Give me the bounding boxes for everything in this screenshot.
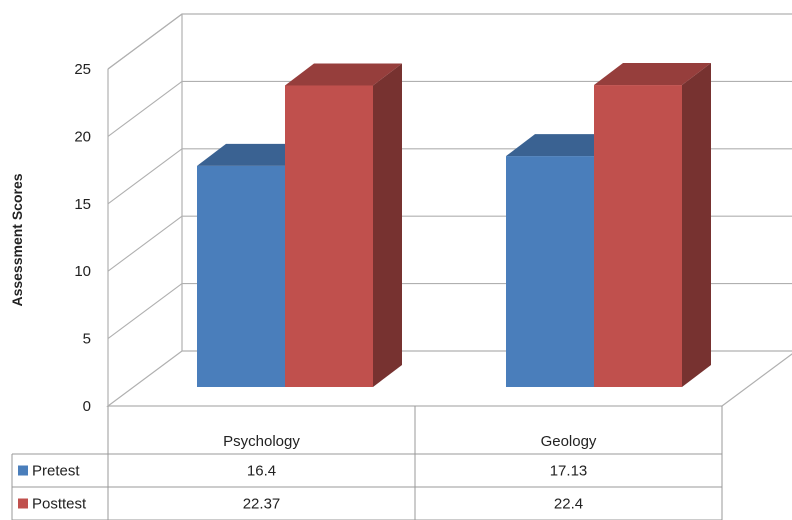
y-tick-label: 5 xyxy=(83,331,91,348)
y-tick-label: 10 xyxy=(74,263,91,280)
bar-top xyxy=(285,63,402,86)
x-category-label: Geology xyxy=(541,433,597,450)
legend-key xyxy=(18,498,28,509)
y-axis-ticks: 0 5 10 15 20 25 xyxy=(74,61,91,415)
bar-front xyxy=(197,165,285,387)
bar-posttest-geology xyxy=(594,63,711,387)
gridline xyxy=(107,80,792,137)
y-tick-label: 0 xyxy=(83,398,91,415)
y-tick-label: 25 xyxy=(74,61,91,78)
legend-key xyxy=(18,465,28,476)
data-label: 22.4 xyxy=(554,496,583,513)
data-label: 16.4 xyxy=(247,463,276,480)
legend-entry: Pretest xyxy=(32,463,80,480)
y-axis-label: Assessment Scores xyxy=(9,173,25,306)
bar-side xyxy=(373,63,402,388)
bar-side xyxy=(682,63,711,387)
back-wall-top xyxy=(107,13,792,70)
data-table: Psychology Geology Pretest 16.4 17.13 Posttes… xyxy=(11,406,723,520)
bar-front xyxy=(506,156,594,387)
bar-top xyxy=(506,134,623,157)
bar-top xyxy=(594,63,711,86)
y-tick-label: 20 xyxy=(74,128,91,145)
bar-front xyxy=(285,85,373,388)
bar-posttest-psychology xyxy=(285,63,402,388)
data-label: 22.37 xyxy=(243,496,281,513)
gridline xyxy=(107,13,792,70)
bar-top xyxy=(197,143,314,166)
legend-entry: Posttest xyxy=(32,496,87,513)
x-category-label: Psychology xyxy=(223,433,300,450)
bars xyxy=(197,63,711,388)
data-label: 17.13 xyxy=(550,463,588,480)
bar-front xyxy=(594,85,682,387)
bar-pretest-geology xyxy=(506,134,623,387)
y-tick-label: 15 xyxy=(74,196,91,213)
